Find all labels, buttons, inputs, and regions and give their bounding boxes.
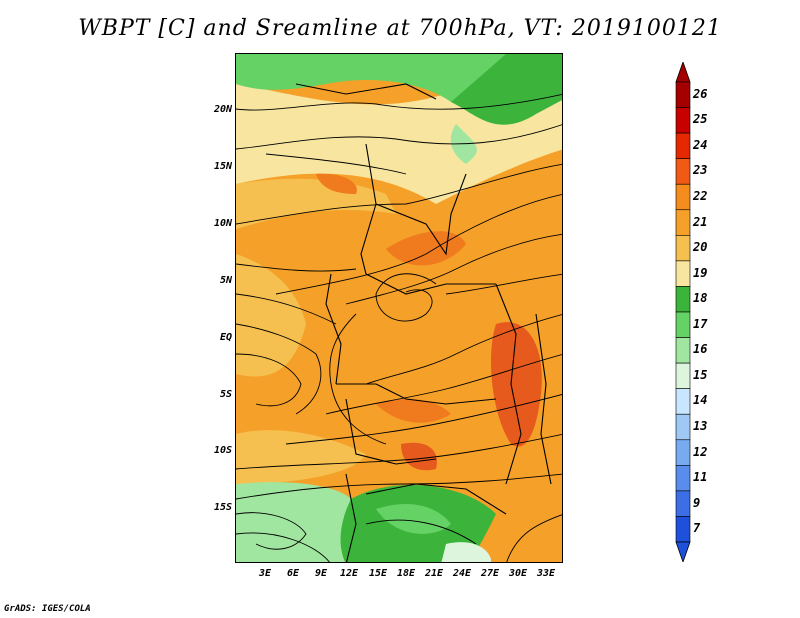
lon-label-27e: 27E [480, 568, 500, 579]
colorbar-box [675, 337, 691, 364]
lon-label-24e: 24E [452, 568, 472, 579]
colorbar-label: 16 [693, 342, 708, 357]
colorbar-box [675, 490, 691, 517]
colorbar-label: 9 [693, 495, 701, 510]
colorbar-box [675, 413, 691, 441]
wbpt-green-south-inner [376, 504, 451, 534]
colorbar-box [675, 465, 691, 492]
colorbar-box [675, 107, 691, 134]
lat-label-20n: 20N [213, 104, 232, 115]
lon-label-18e: 18E [396, 568, 416, 579]
lon-label-3e: 3E [258, 568, 272, 579]
colorbar [675, 62, 691, 562]
lon-label-6e: 6E [286, 568, 300, 579]
colorbar-box [675, 81, 691, 108]
map-svg [236, 54, 562, 562]
colorbar-label: 26 [693, 86, 708, 101]
wbpt-redorange-south [401, 442, 437, 471]
colorbar-bottom-arrow [675, 541, 691, 562]
wbpt-lightorange-sw [236, 430, 366, 484]
wbpt-redorange-east [491, 322, 542, 447]
colorbar-box [675, 388, 691, 415]
colorbar-box [675, 362, 691, 389]
lon-label-15e: 15E [368, 568, 388, 579]
streamlines [236, 93, 562, 562]
colorbar-label: 22 [693, 189, 708, 203]
colorbar-label: 7 [693, 521, 701, 536]
colorbar-label: 19 [693, 265, 708, 280]
wbpt-palegreen-patch [441, 542, 491, 562]
colorbar-box [675, 132, 691, 159]
plot-title: WBPT [C] and Sreamline at 700hPa, VT: 20… [78, 16, 722, 41]
colorbar-label: 25 [693, 112, 708, 127]
lat-label-5s: 5S [219, 389, 232, 400]
colorbar-box [675, 158, 691, 185]
lon-label-9e: 9E [314, 568, 328, 579]
wbpt-darkorange-2 [316, 173, 357, 194]
lon-label-12e: 12E [339, 568, 359, 579]
colorbar-box [675, 235, 691, 262]
colorbar-label: 17 [693, 316, 708, 331]
colorbar-label: 21 [693, 214, 708, 229]
lat-label-5n: 5N [219, 275, 232, 286]
lon-label-21e: 21E [424, 568, 444, 579]
colorbar-box [675, 260, 691, 287]
wbpt-darkorange-3 [376, 398, 451, 423]
country-borders [295, 83, 552, 562]
colorbar-label: 18 [693, 291, 708, 306]
colorbar-label: 13 [693, 419, 708, 433]
wbpt-lightorange-west [236, 254, 306, 377]
wbpt-darkorange-1 [386, 231, 466, 266]
colorbar-top-arrow [675, 62, 691, 83]
colorbar-box [675, 516, 691, 543]
map-panel [235, 53, 563, 563]
colorbar-label: 20 [693, 240, 708, 255]
colorbar-box [675, 311, 691, 338]
lat-label-10n: 10N [213, 218, 232, 229]
grads-credit: GrADS: IGES/COLA [4, 604, 91, 614]
colorbar-label: 14 [693, 393, 708, 408]
colorbar-label: 23 [693, 163, 708, 178]
wbpt-lightgreen-sw [236, 482, 351, 562]
lat-label-15s: 15S [213, 502, 232, 513]
colorbar-label: 11 [693, 470, 708, 485]
colorbar-box [675, 286, 691, 313]
lat-label-15n: 15N [213, 161, 232, 172]
colorbar-box [675, 439, 691, 466]
colorbar-box [675, 209, 691, 236]
wbpt-darkgreen-ne [451, 54, 562, 125]
lon-label-33e: 33E [536, 568, 556, 579]
colorbar-box [675, 183, 691, 211]
colorbar-label: 24 [693, 137, 708, 152]
lon-label-30e: 30E [508, 568, 528, 579]
lat-label-10s: 10S [213, 445, 232, 456]
colorbar-label: 15 [693, 367, 708, 382]
lat-label-eq: EQ [219, 332, 232, 343]
colorbar-label: 12 [693, 444, 708, 459]
